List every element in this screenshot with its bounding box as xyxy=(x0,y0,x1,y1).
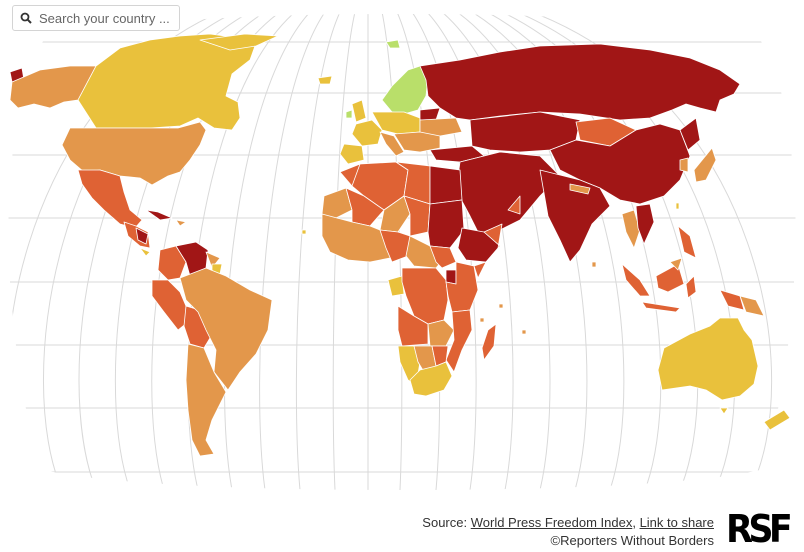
country-south-africa xyxy=(409,361,453,397)
country-south-korea xyxy=(679,157,689,173)
country-png xyxy=(739,295,765,317)
country-iceland xyxy=(317,75,333,85)
country-papua xyxy=(719,289,745,311)
country-japan xyxy=(693,147,717,183)
source-link[interactable]: World Press Freedom Index xyxy=(470,515,633,530)
country-costa-rica xyxy=(139,247,151,257)
country-search-box[interactable] xyxy=(12,5,180,31)
country-seychelles xyxy=(498,303,504,309)
country-ukraine xyxy=(419,117,463,137)
country-cape-verde xyxy=(301,229,307,235)
country-oman xyxy=(507,195,521,215)
country-caribbean xyxy=(175,219,187,227)
country-mauritius xyxy=(521,329,527,335)
share-link[interactable]: Link to share xyxy=(639,515,714,530)
country-zambia xyxy=(427,319,455,347)
country-belarus xyxy=(419,107,441,121)
country-madagascar xyxy=(481,323,497,361)
map-footer: Source: World Press Freedom Index, Link … xyxy=(422,514,714,550)
source-line: Source: World Press Freedom Index, Link … xyxy=(422,514,714,532)
country-nicaragua xyxy=(135,227,149,245)
rsf-logo: RSF xyxy=(726,507,793,551)
country-usa xyxy=(61,121,207,186)
country-nepal xyxy=(569,183,591,195)
country-south-sudan xyxy=(429,245,457,269)
country-usa-alaska xyxy=(9,65,97,109)
country-india xyxy=(539,169,611,263)
country-sudan xyxy=(427,199,465,249)
country-italy xyxy=(379,131,405,157)
countries[interactable] xyxy=(9,33,791,457)
search-icon xyxy=(19,11,33,25)
country-sri-lanka xyxy=(591,261,597,268)
country-north-korea xyxy=(679,117,701,151)
country-canada-arctic xyxy=(199,33,279,51)
copyright-text: ©Reporters Without Borders xyxy=(550,533,714,548)
country-comoros xyxy=(479,317,485,323)
country-philippines xyxy=(677,225,697,259)
country-ireland xyxy=(345,109,353,119)
country-mauritania xyxy=(321,187,353,221)
country-niger xyxy=(379,195,411,233)
country-australia xyxy=(657,317,759,401)
country-taiwan xyxy=(675,202,680,210)
country-egypt xyxy=(429,165,463,205)
country-mozambique xyxy=(445,309,473,373)
country-argentina-chile xyxy=(185,343,227,457)
country-svalbard xyxy=(385,39,401,49)
country-sulawesi xyxy=(685,275,697,299)
country-malaysia-borneo xyxy=(669,257,683,271)
country-guyana xyxy=(205,251,221,269)
country-angola xyxy=(397,305,429,347)
country-spain xyxy=(339,143,365,165)
country-brazil xyxy=(179,267,273,391)
world-map[interactable] xyxy=(0,0,804,490)
country-tasmania xyxy=(719,407,729,415)
country-gabon xyxy=(387,275,405,297)
country-cuba xyxy=(145,209,173,221)
country-kenya-tanzania xyxy=(445,261,479,313)
country-uk xyxy=(351,99,367,123)
country-iran-arabia xyxy=(455,151,561,237)
country-search-input[interactable] xyxy=(39,10,179,26)
country-vietnam xyxy=(635,203,655,245)
country-new-zealand xyxy=(763,409,791,431)
source-separator: , xyxy=(632,515,640,530)
country-thailand xyxy=(621,209,641,249)
country-indonesia-sumatra xyxy=(621,263,651,297)
country-somalia xyxy=(473,223,503,279)
country-mexico xyxy=(77,169,143,229)
country-russia xyxy=(419,43,741,121)
country-france xyxy=(351,119,383,147)
source-label: Source: xyxy=(422,515,471,530)
country-borneo xyxy=(655,263,685,293)
country-chad xyxy=(403,195,431,237)
country-indonesia-java xyxy=(641,301,681,313)
